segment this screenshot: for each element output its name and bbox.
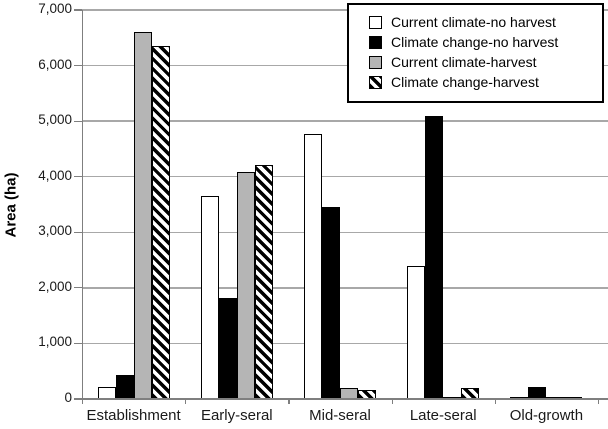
y-axis-tick-label: 6,000 [38,56,72,72]
y-axis-tick [74,64,82,67]
legend-swatch-white [369,15,382,29]
bar-gray [133,32,152,399]
x-axis-category-label: Late-seral [409,407,477,424]
y-axis-tick-label: 7,000 [38,1,72,16]
bar-black [528,387,547,399]
y-axis-tick-label: 5,000 [38,112,72,128]
y-axis-line [82,10,84,399]
y-axis-tick [74,342,82,345]
x-axis-tick [185,399,187,404]
y-axis-tick-label: 0 [64,390,72,405]
x-axis-tick [598,399,600,404]
bar-white [200,195,219,399]
x-axis-tick [494,399,496,404]
bar-hatch [254,165,273,399]
y-axis-tick-label: 3,000 [38,223,72,239]
legend-swatch-hatch [369,75,382,89]
bar-white [304,134,322,399]
legend-item: Climate change-no harvest [369,32,602,52]
legend-swatch-black [369,35,382,49]
y-axis-tick [74,9,82,11]
x-axis-line [74,398,608,400]
x-axis-category-label: Mid-seral [309,407,371,424]
bar-black [322,206,340,399]
bar-hatch [151,45,170,399]
legend-item: Climate change-harvest [369,72,602,92]
legend-swatch-gray [369,55,382,69]
legend-item: Current climate-harvest [369,52,602,72]
gridline [82,342,608,345]
gridline [82,64,608,67]
legend-label: Climate change-harvest [391,74,539,90]
x-axis-tick [391,399,393,404]
y-axis-tick [74,176,82,178]
legend-label: Current climate-harvest [391,54,537,70]
bar-white [97,386,116,399]
gridline [82,176,608,178]
x-axis-category-label: Old-growth [509,407,584,424]
y-axis-tick-label: 1,000 [38,334,72,350]
legend: Current climate-no harvest Climate change… [347,3,604,103]
bar-gray [236,171,255,399]
bar-black [218,298,237,399]
y-axis-tick-label: 2,000 [38,278,72,294]
gridline [82,9,608,11]
y-axis-tick-label: 4,000 [38,167,72,183]
x-axis-category-label: Establishment [86,407,181,424]
legend-label: Current climate-no harvest [391,14,556,30]
bar-white [407,266,426,399]
bar-black [115,374,134,399]
legend-item: Current climate-no harvest [369,12,602,32]
x-axis-tick [288,399,290,404]
gridline [82,231,608,233]
y-axis-tick [74,120,82,122]
x-axis-category-label: Early-seral [200,407,273,424]
bar-black [425,116,444,399]
x-axis-tick [82,399,84,404]
gridline [82,287,608,289]
y-axis-tick [74,231,82,233]
legend-label: Climate change-no harvest [391,34,559,50]
y-axis-tick [74,287,82,289]
gridline [82,120,608,122]
